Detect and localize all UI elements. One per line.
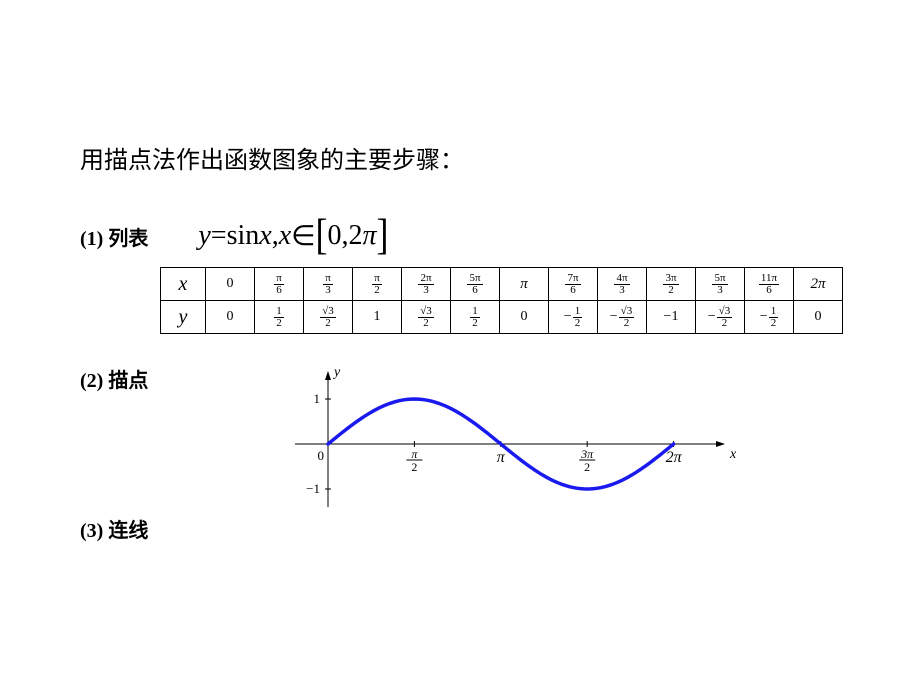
svg-text:2: 2 [412,460,418,474]
step2-label: (2) 描点 [80,364,148,393]
formula-eq: = [211,220,227,252]
table-cell: 2π3 [402,268,451,301]
table-cell: π6 [255,268,304,301]
formula: y = sin x , x ∈ [ 0 , 2 π ] [198,215,388,257]
row-y-head: y [161,301,206,334]
svg-text:1: 1 [314,391,321,406]
table-cell: 2π [794,268,843,301]
formula-sin: sin [227,220,260,252]
step2-row: (2) 描点 xy1−10π2π3π22π [80,364,880,524]
svg-text:x: x [729,447,737,462]
table-row-x: x 0π6π3π22π35π6π7π64π33π25π311π62π [161,268,843,301]
table-cell: 0 [794,301,843,334]
step1-label: (1) 列表 [80,222,148,251]
formula-rbracket: ] [377,209,389,259]
value-table: x 0π6π3π22π35π6π7π64π33π25π311π62π y 012… [160,267,843,334]
table-cell: −√32 [598,301,647,334]
table-cell: π [500,268,549,301]
table-cell: 5π3 [696,268,745,301]
table-cell: −12 [745,301,794,334]
formula-domvar: x [279,220,291,252]
sine-chart: xy1−10π2π3π22π [228,364,748,524]
table-cell: 1 [353,301,402,334]
row-x-head: x [161,268,206,301]
table-cell: 12 [255,301,304,334]
step1-row: (1) 列表 y = sin x , x ∈ [ 0 , 2 π ] [80,215,880,257]
page-title: 用描点法作出函数图象的主要步骤： [80,140,880,175]
svg-text:y: y [332,365,341,380]
table-cell: 7π6 [549,268,598,301]
formula-lo: 0 [328,220,342,252]
table-cell: 0 [206,301,255,334]
formula-comma: , [272,220,279,252]
step3-label: (3) 连线 [80,514,148,543]
svg-text:3π: 3π [581,447,595,461]
formula-lbracket: [ [316,209,328,259]
table-cell: −1 [647,301,696,334]
table-cell: 4π3 [598,268,647,301]
formula-y: y [198,220,210,252]
formula-x: x [259,220,271,252]
table-cell: √32 [304,301,353,334]
svg-text:π: π [412,447,419,461]
table-cell: 11π6 [745,268,794,301]
table-cell: 0 [500,301,549,334]
formula-mid: , [342,220,349,252]
chart-area: xy1−10π2π3π22π [228,364,748,524]
table-cell: 3π2 [647,268,696,301]
formula-in: ∈ [291,219,315,253]
formula-hi-coef: 2 [349,220,363,252]
table-cell: 12 [451,301,500,334]
table-cell: π2 [353,268,402,301]
table-cell: −√32 [696,301,745,334]
table-cell: −12 [549,301,598,334]
svg-text:π: π [497,449,506,466]
table-cell: 5π6 [451,268,500,301]
table-cell: π3 [304,268,353,301]
formula-hi-pi: π [363,220,377,252]
svg-text:−1: −1 [306,481,320,496]
svg-text:2π: 2π [666,449,683,466]
svg-text:2: 2 [585,460,591,474]
table-cell: 0 [206,268,255,301]
svg-text:0: 0 [318,448,325,463]
table-cell: √32 [402,301,451,334]
table-row-y: y 012√321√32120−12−√32−1−√32−120 [161,301,843,334]
